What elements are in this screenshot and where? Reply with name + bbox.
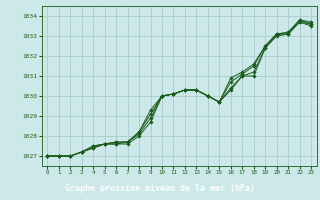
Text: Graphe pression niveau de la mer (hPa): Graphe pression niveau de la mer (hPa)	[65, 184, 255, 193]
